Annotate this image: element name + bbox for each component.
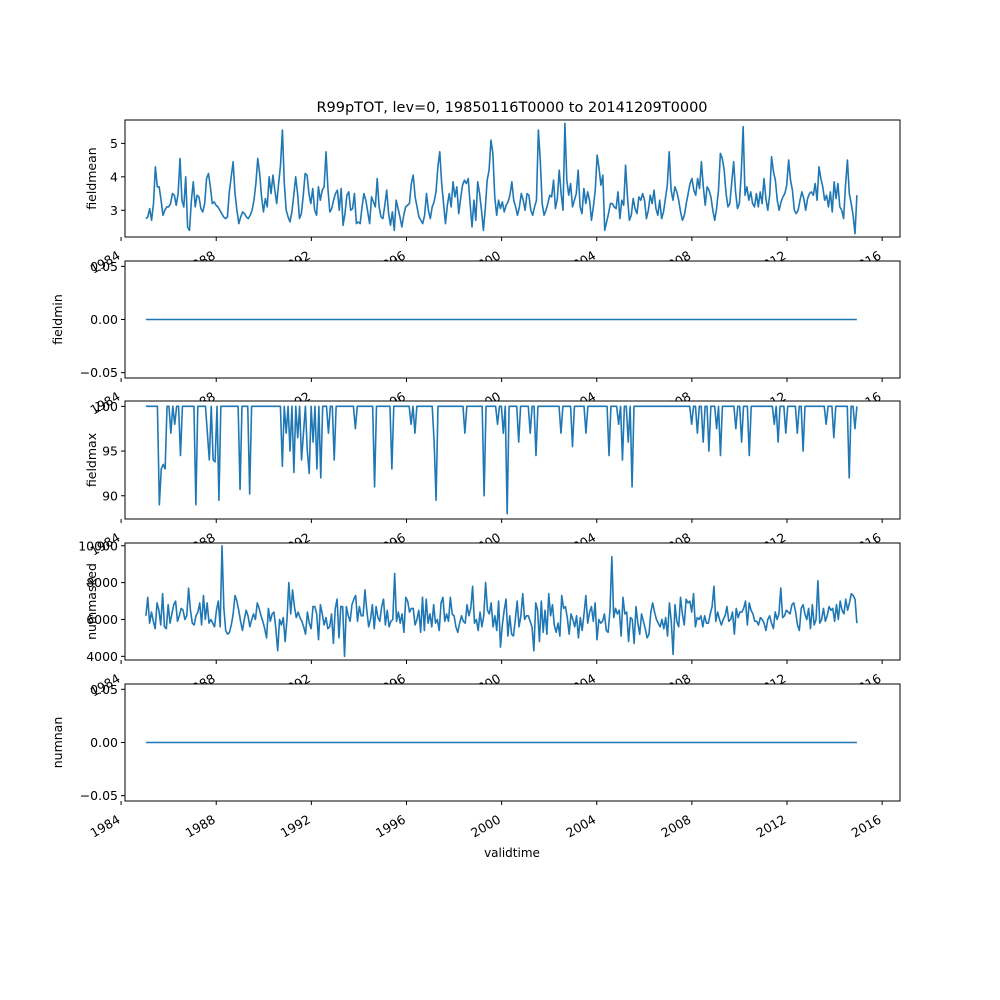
y-tick-label: −0.05	[80, 788, 118, 803]
x-tick-label: 2004	[563, 812, 598, 841]
y-axis-label: fieldmin	[50, 294, 65, 345]
x-tick-label: 2012	[753, 812, 788, 841]
y-tick-label: 100	[94, 399, 118, 414]
y-tick-label: 8000	[86, 575, 118, 590]
y-tick-label: 95	[102, 444, 118, 459]
y-axis-label: fieldmean	[84, 147, 99, 209]
subplot-numnan: −0.05 0.00 0.05 1984 1988 1992 1996 2000 2004 200…	[50, 682, 901, 841]
subplot-nummasked: 4000600080001000019841988199219962000200…	[78, 538, 901, 700]
y-axis-label: nummasked	[84, 563, 99, 640]
x-tick-label: 2008	[658, 812, 693, 841]
y-tick-label: 90	[102, 488, 118, 503]
x-tick-label: 1996	[373, 812, 408, 841]
x-axis-label: validtime	[484, 846, 540, 860]
chart-title: R99pTOT, lev=0, 19850116T0000 to 2014120…	[316, 100, 707, 116]
subplots: 3 4 5 1984 1988 1992 1996 2000 2004 2008 2012 2016 f…	[50, 119, 901, 841]
y-tick-label: 3	[110, 203, 118, 218]
y-tick-label: −0.05	[80, 365, 118, 380]
subplot-fieldmin: −0.050.000.05198419881992199620002004200…	[50, 259, 901, 418]
series-line-fieldmean	[145, 122, 858, 235]
series-line-nummasked	[145, 544, 858, 658]
y-tick-label: 0.00	[90, 312, 118, 327]
y-axis-label: fieldmax	[84, 433, 99, 487]
x-tick-label: 1984	[88, 812, 123, 841]
y-tick-label: 6000	[86, 612, 118, 627]
y-tick-label: 0.05	[90, 259, 118, 274]
x-tick-label: 2000	[468, 812, 503, 841]
y-tick-label: 4000	[86, 649, 118, 664]
x-tick-label: 1992	[278, 812, 313, 841]
series-line-fieldmax	[145, 405, 858, 515]
subplot-fieldmean: 345198419881992199620002004200820122016f…	[84, 119, 901, 277]
x-tick-label: 1988	[183, 812, 218, 841]
x-tick-label: 2016	[849, 812, 884, 841]
y-tick-label: 5	[110, 136, 118, 151]
plot-area	[124, 119, 901, 238]
plot-area	[124, 542, 901, 661]
y-tick-label: 10000	[78, 538, 118, 553]
y-tick-label: 0.05	[90, 682, 118, 697]
subplot-fieldmax: 9095100198419881992199620002004200820122…	[84, 399, 901, 559]
plot-area	[124, 400, 901, 520]
y-axis-label: numnan	[50, 717, 65, 769]
y-tick-label: 4	[110, 169, 118, 184]
y-tick-label: 0.00	[90, 735, 118, 750]
